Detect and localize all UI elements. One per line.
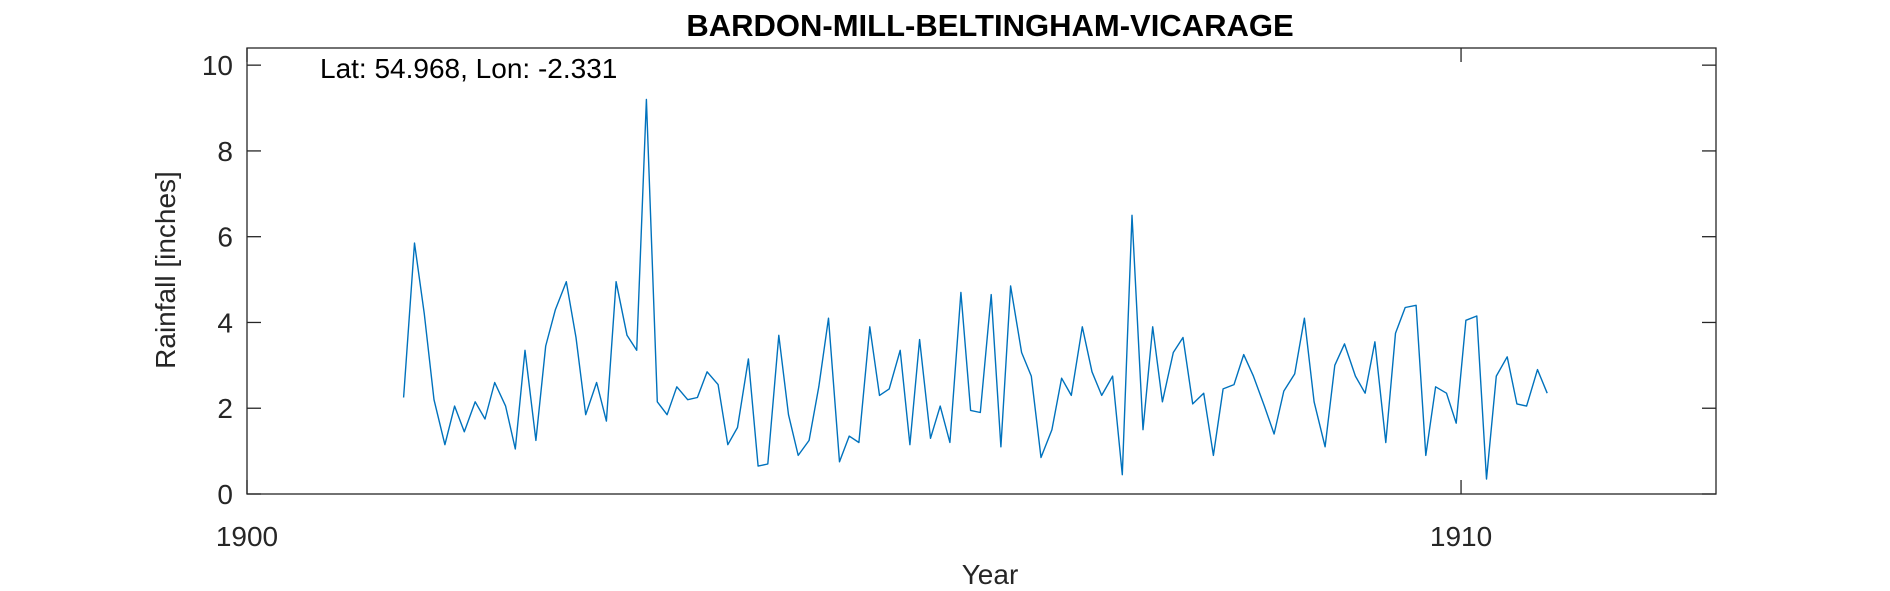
y-tick-label: 2 [217, 393, 233, 424]
y-tick-label: 10 [202, 50, 233, 81]
y-tick-label: 8 [217, 136, 233, 167]
y-axis-label: Rainfall [inches] [150, 171, 181, 369]
rainfall-series-line [402, 98, 1548, 480]
plot-axes [246, 47, 1717, 495]
y-tick-label: 0 [217, 479, 233, 510]
chart-title: BARDON-MILL-BELTINGHAM-VICARAGE [686, 8, 1293, 43]
axis-ticks: 0 2 4 6 8 10 1900 1910 [202, 48, 1716, 552]
location-annotation: Lat: 54.968, Lon: -2.331 [320, 53, 617, 84]
x-tick-label: 1910 [1430, 521, 1492, 552]
y-tick-label: 6 [217, 222, 233, 253]
x-tick-label: 1900 [216, 521, 278, 552]
x-axis-label: Year [962, 559, 1019, 590]
y-tick-label: 4 [217, 307, 233, 338]
plot-frame [246, 47, 1717, 495]
series-group [402, 98, 1548, 480]
